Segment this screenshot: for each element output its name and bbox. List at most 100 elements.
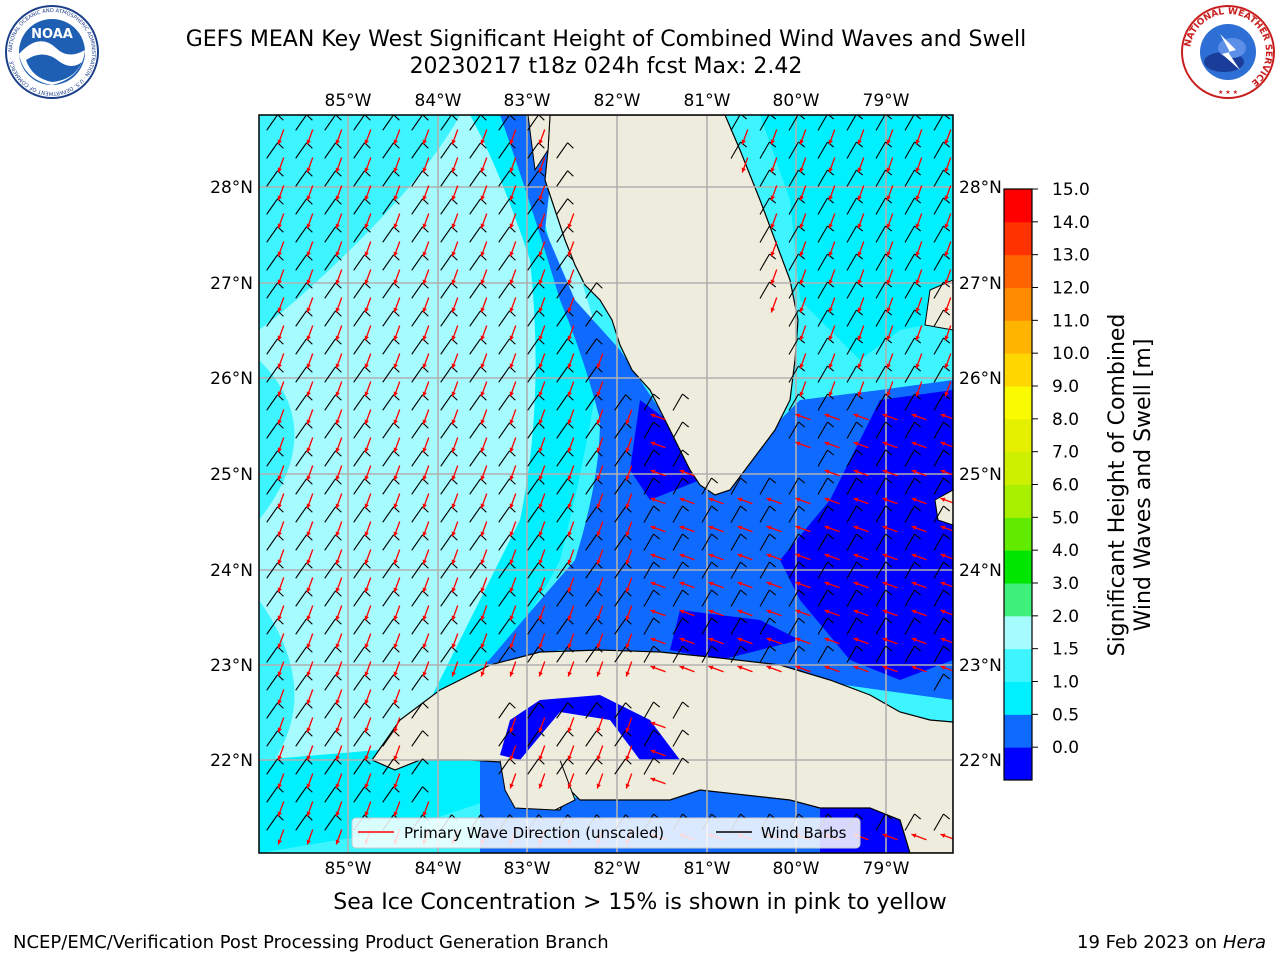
- wave-direction-arrow: [538, 157, 546, 173]
- wave-direction-arrow: [335, 465, 343, 481]
- wave-direction-arrow: [538, 773, 546, 789]
- wind-barb: [788, 337, 806, 355]
- wave-direction-arrow: [567, 353, 575, 369]
- wave-direction-arrow: [650, 469, 666, 477]
- wave-direction-arrow: [625, 661, 633, 677]
- colorbar-segment: [1004, 681, 1032, 715]
- wave-direction-arrow: [911, 497, 927, 505]
- wave-direction-arrow: [335, 325, 343, 341]
- wave-direction-arrow: [538, 521, 546, 537]
- wave-direction-arrow: [795, 413, 811, 421]
- wave-direction-arrow: [824, 581, 840, 589]
- wind-barb: [933, 197, 951, 215]
- wave-direction-arrow: [567, 717, 575, 733]
- wave-direction-arrow: [509, 465, 517, 481]
- wave-direction-arrow: [886, 129, 894, 145]
- wave-direction-arrow: [567, 241, 575, 257]
- wind-barb: [904, 533, 922, 551]
- wind-barb: [643, 505, 661, 523]
- wave-direction-arrow: [596, 745, 604, 761]
- wave-direction-arrow: [882, 581, 898, 589]
- wind-barbs-layer: [266, 115, 951, 831]
- wave-direction-arrow: [538, 605, 546, 621]
- wave-direction-arrow: [940, 413, 953, 420]
- wind-barb: [904, 365, 922, 383]
- wave-direction-arrow: [538, 437, 546, 453]
- wave-direction-arrow: [364, 633, 372, 649]
- wave-direction-arrow: [795, 665, 811, 673]
- wave-direction-arrow: [509, 129, 517, 145]
- wind-barb: [817, 337, 835, 355]
- wave-direction-arrow: [911, 413, 927, 421]
- wave-direction-arrow: [915, 185, 923, 201]
- wave-direction-arrow: [364, 269, 372, 285]
- wave-direction-arrow: [915, 241, 923, 257]
- map-frame: [258, 114, 954, 854]
- wave-direction-arrow: [451, 493, 459, 509]
- wave-direction-arrow: [940, 525, 953, 532]
- colorbar-segment: [1004, 747, 1032, 781]
- wave-direction-arrow: [886, 157, 894, 173]
- colorbar-tick-label: 1.0: [1052, 673, 1079, 693]
- wave-direction-arrow: [422, 269, 430, 285]
- wave-direction-arrow: [567, 493, 575, 509]
- wave-direction-arrow: [567, 521, 575, 537]
- wave-direction-arrow: [650, 721, 666, 729]
- wave-direction-arrow: [679, 497, 695, 505]
- wave-direction-arrow: [795, 609, 811, 617]
- wind-barb: [643, 589, 661, 607]
- wave-direction-arrow: [277, 829, 285, 845]
- wind-barb: [933, 225, 951, 243]
- wind-barb: [788, 281, 806, 299]
- wave-direction-arrow: [393, 689, 401, 705]
- wind-barb: [614, 702, 632, 719]
- wind-barb: [411, 786, 429, 803]
- wind-barb: [643, 729, 661, 747]
- wave-direction-arrow: [567, 325, 575, 341]
- wave-direction-arrow: [766, 609, 782, 617]
- wind-barb: [846, 197, 864, 215]
- wave-direction-arrow: [277, 717, 285, 733]
- wave-direction-arrow: [625, 577, 633, 593]
- wave-direction-arrow: [596, 633, 604, 649]
- wave-direction-arrow: [853, 553, 869, 561]
- wave-direction-arrow: [596, 773, 604, 789]
- lat-label-left: 27°N: [210, 274, 253, 294]
- wave-direction-arrow: [451, 297, 459, 313]
- wave-direction-arrow: [596, 717, 604, 733]
- wave-direction-arrow: [480, 577, 488, 593]
- wave-direction-arrow: [940, 553, 953, 560]
- wave-direction-arrow: [480, 605, 488, 621]
- wave-direction-arrow: [857, 269, 865, 285]
- wave-direction-arrow: [335, 157, 343, 173]
- wave-direction-arrow: [451, 409, 459, 425]
- wave-direction-arrow: [306, 353, 314, 369]
- wave-direction-arrow: [364, 297, 372, 313]
- wind-barb: [846, 645, 864, 663]
- colorbar-label-line1: Significant Height of Combined: [1105, 314, 1130, 657]
- wind-barb: [585, 282, 603, 299]
- wind-barb: [904, 197, 922, 215]
- wind-barb: [759, 169, 777, 187]
- wave-direction-arrow: [509, 381, 517, 397]
- wave-direction-arrow: [708, 525, 724, 533]
- wind-barb: [672, 645, 690, 663]
- wave-direction-arrow: [277, 325, 285, 341]
- wave-direction-arrow: [364, 773, 372, 789]
- wave-direction-arrow: [911, 609, 927, 617]
- wave-direction-arrow: [766, 553, 782, 561]
- wind-barb: [759, 533, 777, 551]
- wind-barb: [556, 170, 574, 187]
- wave-direction-arrow: [770, 297, 778, 313]
- wind-barb: [672, 701, 690, 719]
- colorbar-segment: [1004, 517, 1032, 551]
- wind-barb: [672, 757, 690, 775]
- wave-direction-arrows-layer: [277, 129, 953, 845]
- wind-barb: [933, 477, 951, 495]
- wave-direction-arrow: [422, 185, 430, 201]
- svg-text:★ ★ ★: ★ ★ ★: [1218, 89, 1238, 96]
- wave-direction-arrow: [567, 465, 575, 481]
- wave-direction-arrow: [422, 353, 430, 369]
- wind-barb: [846, 589, 864, 607]
- wave-direction-arrow: [596, 605, 604, 621]
